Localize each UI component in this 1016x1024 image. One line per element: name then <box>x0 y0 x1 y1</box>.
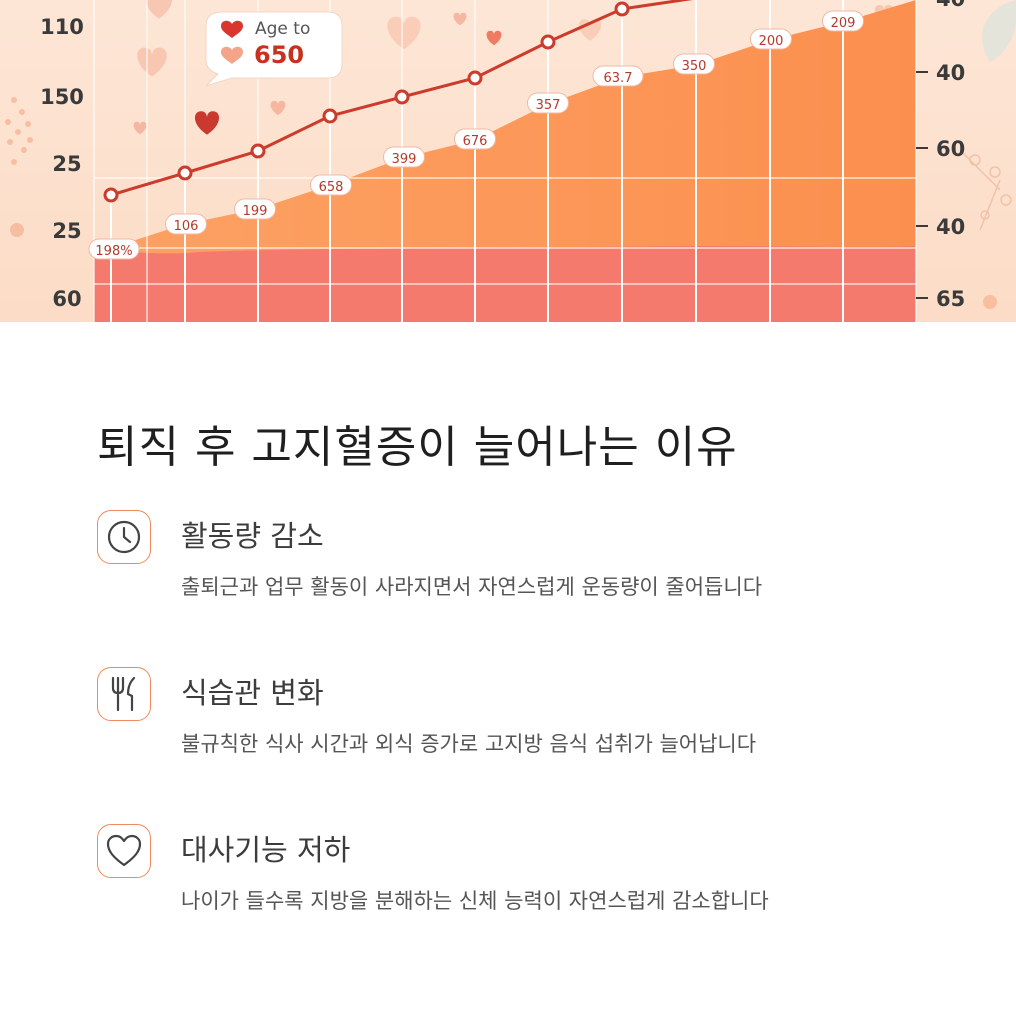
drop-lines <box>110 0 844 322</box>
age-badge: Age to 650 <box>205 11 343 87</box>
reasons-section: 퇴직 후 고지혈증이 늘어나는 이유 활동량 감소 출퇴근과 업무 활동이 사라… <box>0 322 1016 1024</box>
data-label-pill <box>822 10 864 32</box>
heart-icon <box>146 0 172 19</box>
data-labels: 198% 106 199 658 399 676 357 63.7 350 200 209 <box>88 10 864 260</box>
reason-title: 대사기능 저하 <box>181 833 351 867</box>
hero-chart-svg: 198% 106 199 658 399 676 357 63.7 350 200 209 110 … <box>0 0 1016 322</box>
data-label-pill <box>454 128 496 150</box>
data-label-pill <box>165 213 207 235</box>
reason-icon-frame <box>97 510 151 564</box>
reason-description: 나이가 들수록 지방을 분해하는 신체 능력이 자연스럽게 감소합니다 <box>181 889 769 913</box>
data-label: 200 <box>759 34 784 49</box>
right-axis-label: 40 <box>936 215 965 239</box>
heart-icon <box>137 47 167 77</box>
data-label-pill <box>383 146 425 168</box>
reason-description: 출퇴근과 업무 활동이 사라지면서 자연스럽게 운동량이 줄어듭니다 <box>181 575 763 599</box>
reason-item-metabolism: 대사기능 저하 나이가 들수록 지방을 분해하는 신체 능력이 자연스럽게 감소… <box>97 824 917 934</box>
line-point <box>540 34 556 50</box>
right-axis-label: 65 <box>936 287 965 311</box>
fork-knife-icon <box>111 676 136 712</box>
data-label-pill <box>527 92 569 114</box>
right-axis-label: 60 <box>936 137 965 161</box>
orange-area-fill <box>94 0 916 322</box>
right-axis: 40 40 60 40 65 <box>916 0 965 311</box>
data-label-pill <box>673 53 715 75</box>
hero-chart-illustration: 198% 106 199 658 399 676 357 63.7 350 200 209 110 … <box>0 0 1016 322</box>
leaf-decoration <box>982 0 1016 62</box>
heart-icon <box>221 20 243 38</box>
reason-item-activity: 활동량 감소 출퇴근과 업무 활동이 사라지면서 자연스럽게 운동량이 줄어듭니… <box>97 510 917 620</box>
line-point <box>177 165 193 181</box>
line-point <box>467 70 483 86</box>
data-label: 199 <box>243 204 268 219</box>
data-label-pill <box>592 65 644 87</box>
data-label-pill <box>750 28 792 50</box>
reason-title: 식습관 변화 <box>181 676 324 710</box>
data-label: 350 <box>682 59 707 74</box>
heart-icon <box>133 121 147 135</box>
left-axis-label: 110 <box>40 15 84 39</box>
heart-icon <box>194 111 220 135</box>
reason-icon-frame <box>97 667 151 721</box>
line-point <box>250 143 266 159</box>
reason-title: 활동량 감소 <box>181 519 324 553</box>
data-label: 106 <box>174 219 199 234</box>
heart-icon <box>453 12 467 26</box>
series-points <box>103 1 630 203</box>
reason-description: 불규칙한 식사 시간과 외식 증가로 고지방 음식 섭취가 늘어납니다 <box>181 732 757 756</box>
badge-value: 650 <box>254 41 304 69</box>
page-title: 퇴직 후 고지혈증이 늘어나는 이유 <box>97 422 738 473</box>
clock-icon <box>107 520 141 554</box>
data-label: 357 <box>536 98 561 113</box>
left-axis-label: 25 <box>52 219 81 243</box>
reason-icon-frame <box>97 824 151 878</box>
heart-icon <box>387 16 421 50</box>
badge-line1: Age to <box>255 19 310 39</box>
right-axis-label: 40 <box>936 61 965 85</box>
line-point <box>103 187 119 203</box>
data-label: 658 <box>319 180 344 195</box>
line-point <box>322 108 338 124</box>
data-label-pill <box>310 174 352 196</box>
floral-decoration <box>959 149 1012 231</box>
heart-icon <box>486 30 502 46</box>
left-axis-label: 60 <box>52 287 81 311</box>
data-label-pill <box>88 238 140 260</box>
right-axis-label-partial: 40 <box>936 0 965 11</box>
heart-icon <box>106 834 142 867</box>
left-axis-label: 25 <box>52 152 81 176</box>
left-axis: 110 150 25 25 60 <box>40 15 84 311</box>
reason-item-diet: 식습관 변화 불규칙한 식사 시간과 외식 증가로 고지방 음식 섭취가 늘어납… <box>97 667 917 777</box>
data-label: 399 <box>392 152 417 167</box>
heart-icon <box>270 100 286 116</box>
line-point <box>614 1 630 17</box>
left-axis-label: 150 <box>40 85 84 109</box>
data-label: 209 <box>831 16 856 31</box>
data-label: 676 <box>463 134 488 149</box>
decorative-dots <box>5 97 997 309</box>
data-label: 63.7 <box>604 71 633 86</box>
line-point <box>394 89 410 105</box>
data-label: 198% <box>95 244 132 259</box>
data-label-pill <box>234 198 276 220</box>
heart-icon <box>221 46 243 64</box>
